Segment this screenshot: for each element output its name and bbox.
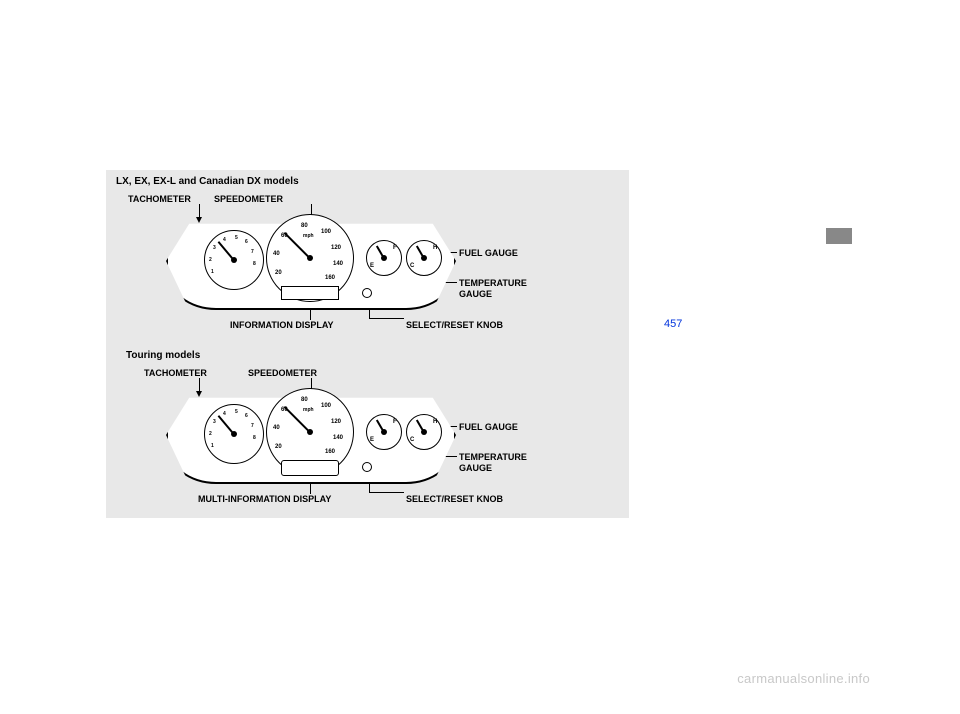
- tachometer-dial: 1 2 3 4 5 6 7 8: [204, 230, 264, 290]
- section-title-standard: LX, EX, EX-L and Canadian DX models: [116, 176, 299, 187]
- multi-info-display: [281, 460, 339, 476]
- callout-multi-info-display: MULTI-INFORMATION DISPLAY: [198, 494, 331, 504]
- fuel-dial: E F: [366, 414, 402, 450]
- callout-tachometer: TACHOMETER: [144, 368, 207, 378]
- temp-dial: C H: [406, 414, 442, 450]
- temp-dial: C H: [406, 240, 442, 276]
- dial-center: [231, 257, 237, 263]
- callout-select-reset: SELECT/RESET KNOB: [406, 320, 503, 330]
- dial-center: [421, 255, 427, 261]
- dial-center: [381, 255, 387, 261]
- diagram-section-standard: LX, EX, EX-L and Canadian DX models TACH…: [106, 170, 629, 344]
- page-reference-link[interactable]: 457: [664, 318, 682, 330]
- callout-select-reset: SELECT/RESET KNOB: [406, 494, 503, 504]
- callout-temp-gauge-l2: GAUGE: [459, 463, 492, 473]
- fuel-dial: E F: [366, 240, 402, 276]
- right-text-block: 457: [664, 176, 844, 333]
- dial-center: [381, 429, 387, 435]
- instrument-cluster-touring: 1 2 3 4 5 6 7 8 20 40: [166, 386, 456, 484]
- tachometer-dial: 1 2 3 4 5 6 7 8: [204, 404, 264, 464]
- page: LX, EX, EX-L and Canadian DX models TACH…: [0, 0, 960, 714]
- select-reset-knob: [362, 288, 372, 298]
- dial-center: [231, 431, 237, 437]
- callout-temp-gauge-l2: GAUGE: [459, 289, 492, 299]
- leader-line: [369, 492, 404, 493]
- callout-fuel-gauge: FUEL GAUGE: [459, 248, 518, 258]
- info-display: [281, 286, 339, 300]
- callout-speedometer: SPEEDOMETER: [248, 368, 317, 378]
- leader-line: [369, 318, 404, 319]
- callout-tachometer: TACHOMETER: [128, 194, 191, 204]
- callout-fuel-gauge: FUEL GAUGE: [459, 422, 518, 432]
- diagram-section-touring: Touring models TACHOMETER SPEEDOMETER FU…: [106, 344, 629, 518]
- select-reset-knob: [362, 462, 372, 472]
- watermark-text: carmanualsonline.info: [737, 671, 870, 686]
- instrument-cluster-standard: 1 2 3 4 5 6 7 8 20 40: [166, 212, 456, 310]
- callout-temp-gauge-l1: TEMPERATURE: [459, 278, 527, 288]
- diagram-panel: LX, EX, EX-L and Canadian DX models TACH…: [106, 170, 629, 518]
- section-title-touring: Touring models: [126, 350, 200, 361]
- callout-temp-gauge-l1: TEMPERATURE: [459, 452, 527, 462]
- callout-info-display: INFORMATION DISPLAY: [230, 320, 334, 330]
- dial-center: [421, 429, 427, 435]
- callout-speedometer: SPEEDOMETER: [214, 194, 283, 204]
